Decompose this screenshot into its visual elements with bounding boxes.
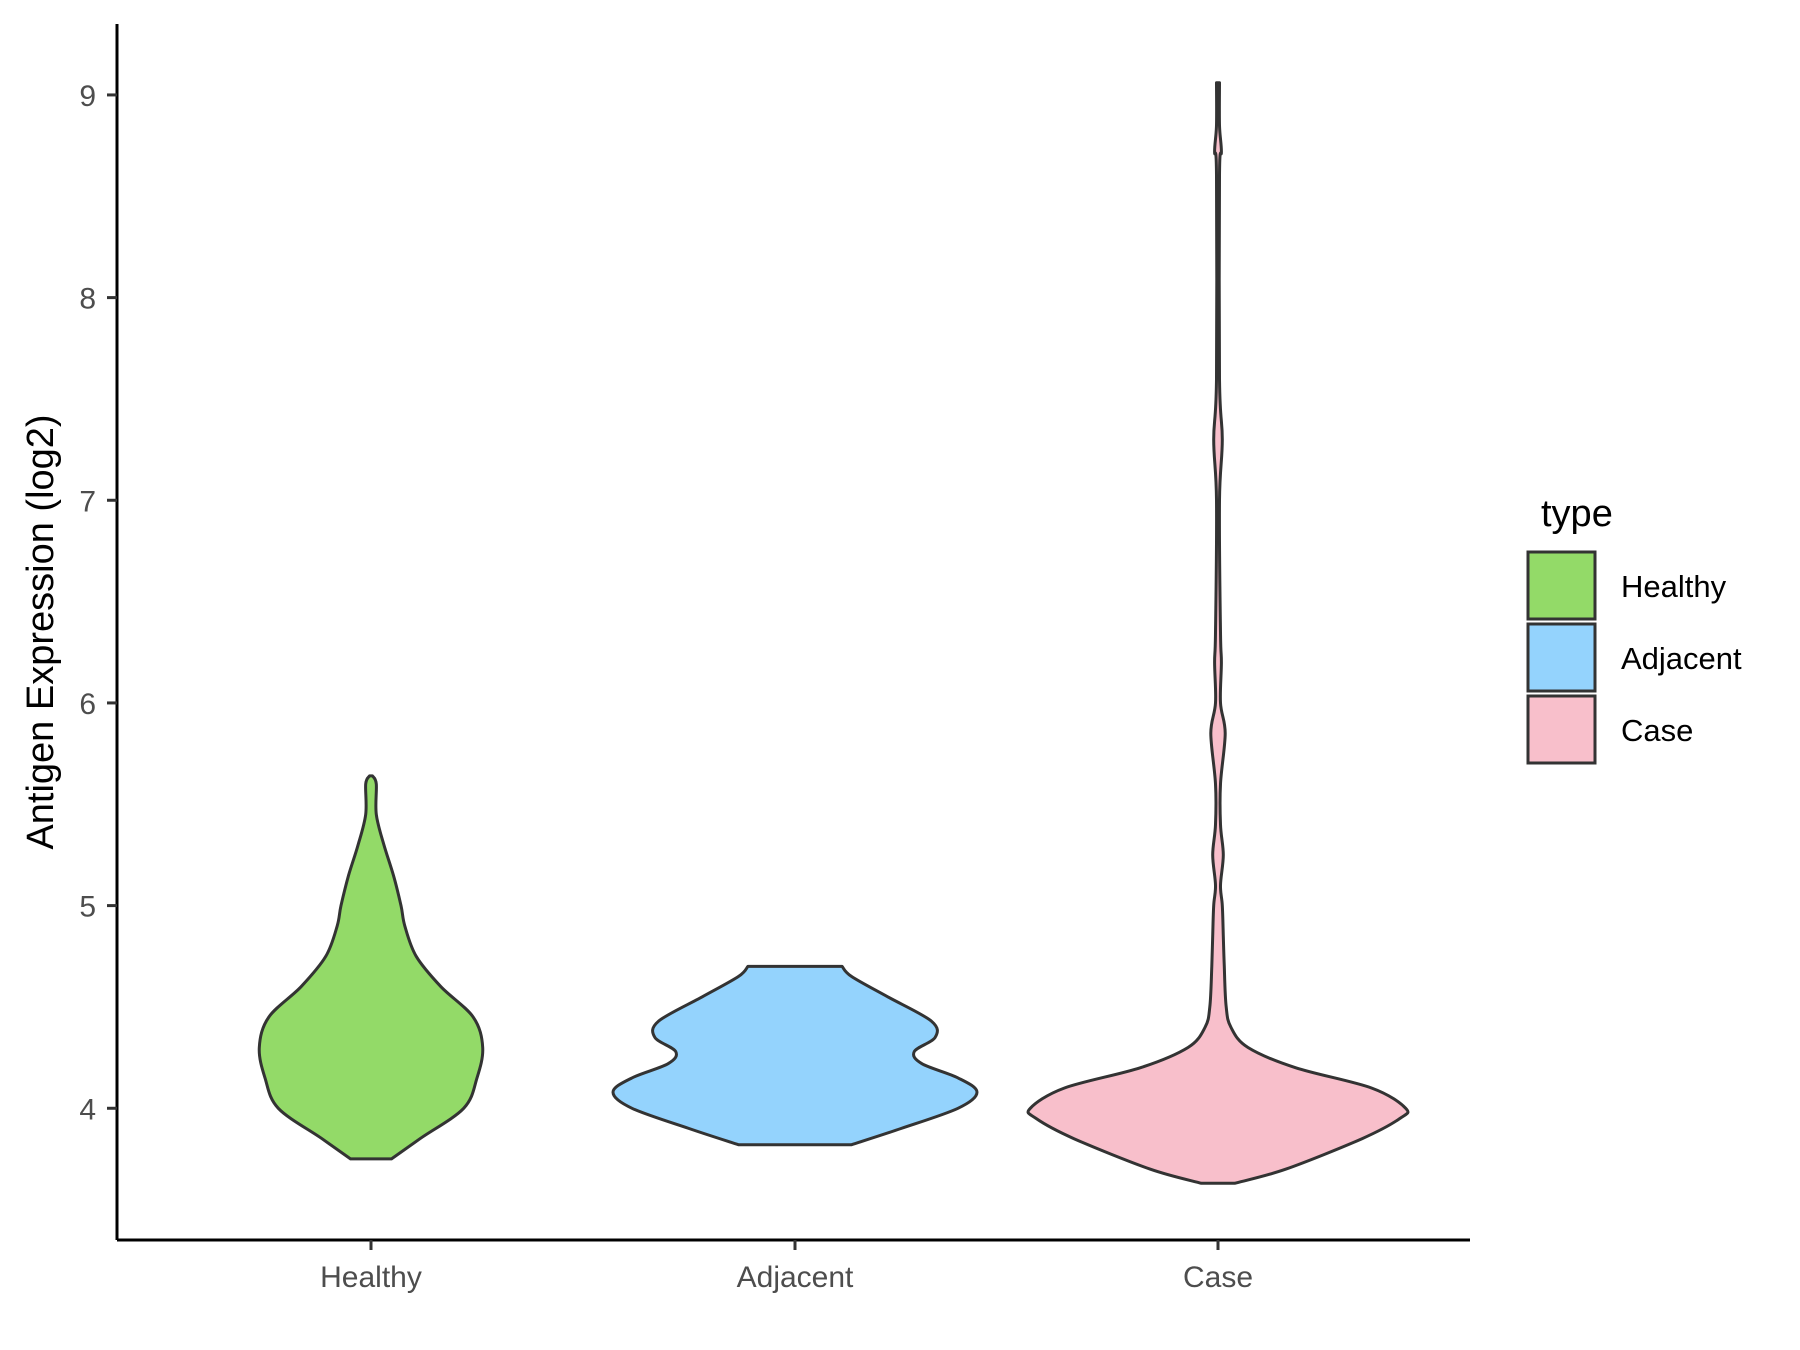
x-tick-label-adjacent: Adjacent xyxy=(737,1261,854,1294)
y-tick-label: 6 xyxy=(79,688,96,721)
violin-group xyxy=(257,81,1410,1185)
y-ticks: 4 5 6 7 8 9 xyxy=(79,80,117,1126)
y-tick-label: 9 xyxy=(79,80,96,113)
y-tick-label: 4 xyxy=(79,1093,96,1126)
y-tick-label: 5 xyxy=(79,891,96,924)
x-tick-label-case: Case xyxy=(1183,1261,1253,1294)
y-tick-label: 8 xyxy=(79,283,96,316)
violin-case xyxy=(1026,81,1410,1185)
legend-label-adjacent: Adjacent xyxy=(1621,641,1742,676)
violin-healthy xyxy=(257,774,485,1161)
legend-key-adjacent xyxy=(1526,622,1597,693)
legend-key-case xyxy=(1526,694,1597,765)
legend-label-case: Case xyxy=(1621,713,1693,748)
x-ticks: Healthy Adjacent Case xyxy=(320,1240,1253,1294)
x-tick-label-healthy: Healthy xyxy=(320,1261,422,1294)
legend-label-healthy: Healthy xyxy=(1621,569,1727,604)
legend-title: type xyxy=(1541,493,1613,535)
axes: 4 5 6 7 8 9 Healthy Adjacent Case Antigen Expre… xyxy=(20,24,1470,1294)
y-axis-title: Antigen Expression (log2) xyxy=(20,414,62,849)
legend-key-healthy xyxy=(1526,550,1597,621)
y-tick-label: 7 xyxy=(79,485,96,518)
legend: type Healthy Adjacent Case xyxy=(1526,493,1742,765)
violin-adjacent xyxy=(611,964,979,1147)
